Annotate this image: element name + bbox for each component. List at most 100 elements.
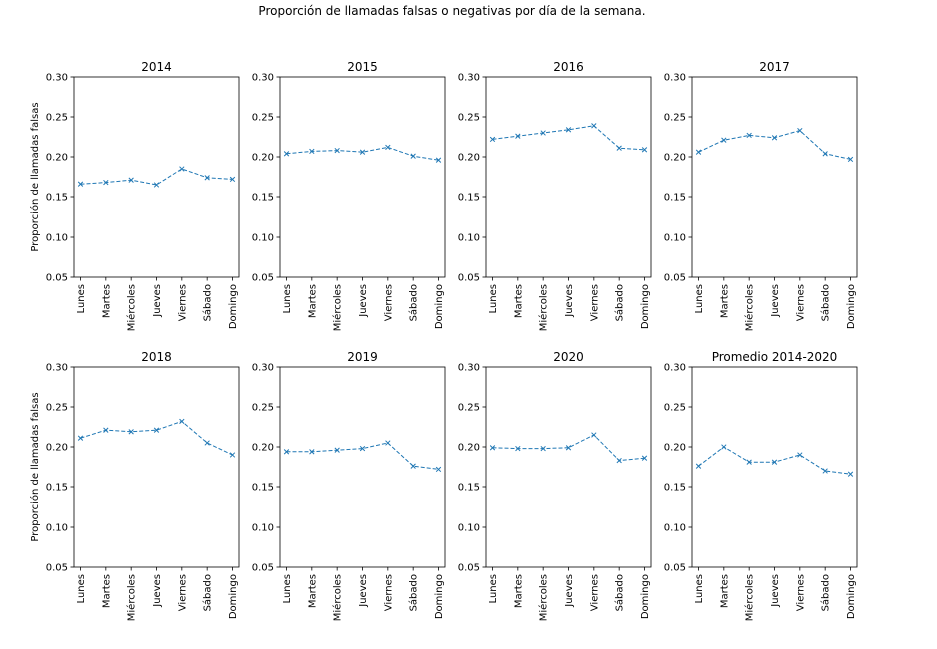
subplot-title: 2020	[553, 350, 584, 364]
x-tick-label: Miércoles	[538, 574, 550, 621]
y-axis-label: Proporción de llamadas falsas	[29, 392, 41, 541]
y-tick-label: 0.25	[458, 113, 480, 124]
data-point-marker	[128, 429, 134, 435]
data-point-marker	[721, 444, 727, 450]
data-point-marker	[435, 157, 442, 163]
y-tick-label: 0.20	[458, 443, 480, 454]
x-tick-label: Jueves	[152, 574, 163, 608]
x-tick-label: Sábado	[820, 284, 832, 321]
plot-frame	[279, 366, 446, 568]
data-point-marker	[77, 181, 84, 187]
x-tick-label: Sábado	[202, 574, 214, 611]
y-tick-label: 0.20	[664, 443, 686, 454]
y-tick-label: 0.20	[46, 443, 68, 454]
data-point-marker	[695, 149, 702, 155]
data-point-marker	[410, 153, 416, 159]
data-point-marker	[359, 445, 366, 452]
subplot-title: 2015	[347, 60, 378, 74]
y-tick-label: 0.30	[46, 73, 68, 84]
y-tick-label: 0.15	[46, 193, 68, 204]
x-tick-label: Lunes	[282, 574, 293, 603]
data-point-marker	[153, 427, 160, 433]
x-tick-label: Jueves	[358, 284, 369, 318]
data-point-marker	[847, 156, 854, 163]
data-point-marker	[309, 449, 315, 455]
data-point-marker	[616, 457, 622, 464]
series-line	[286, 442, 439, 470]
x-tick-label: Sábado	[408, 574, 420, 611]
y-tick-label: 0.05	[458, 563, 480, 574]
data-point-marker	[591, 432, 597, 438]
y-tick-label: 0.10	[252, 523, 274, 534]
y-tick-label: 0.10	[252, 233, 274, 244]
data-point-marker	[515, 133, 521, 139]
y-tick-label: 0.15	[458, 483, 480, 494]
data-point-marker	[204, 440, 210, 446]
x-tick-label: Viernes	[589, 574, 600, 611]
y-tick-label: 0.05	[252, 273, 274, 284]
y-tick-label: 0.10	[664, 523, 686, 534]
data-point-marker	[128, 177, 134, 183]
y-tick-label: 0.30	[664, 73, 686, 84]
y-tick-label: 0.05	[458, 273, 480, 284]
figure-title: Proporción de llamadas falsas o negativa…	[258, 4, 645, 18]
data-point-marker	[153, 182, 160, 188]
data-point-marker	[103, 427, 109, 433]
y-tick-label: 0.10	[458, 523, 480, 534]
x-tick-label: Viernes	[795, 574, 806, 611]
y-tick-label: 0.05	[252, 563, 274, 574]
x-tick-label: Domingo	[846, 574, 857, 619]
data-point-marker	[385, 144, 391, 151]
data-point-marker	[309, 148, 315, 155]
x-tick-label: Jueves	[152, 284, 163, 318]
x-tick-label: Martes	[719, 574, 730, 608]
y-tick-label: 0.25	[458, 403, 480, 414]
x-tick-label: Lunes	[694, 284, 705, 313]
y-tick-label: 0.30	[252, 363, 274, 374]
y-tick-label: 0.20	[664, 153, 686, 164]
x-tick-label: Miércoles	[538, 284, 550, 331]
x-tick-label: Jueves	[564, 284, 575, 318]
x-tick-label: Domingo	[228, 284, 239, 329]
x-tick-label: Domingo	[434, 574, 445, 619]
subplot-3: 2016 0.05 0.10 0.15 0.20 0.25 0.30 Lunes Martes M…	[458, 60, 652, 331]
y-tick-label: 0.05	[46, 563, 68, 574]
x-tick-label: Sábado	[614, 284, 626, 321]
y-tick-label: 0.25	[46, 113, 68, 124]
data-point-marker	[771, 135, 778, 141]
y-tick-label: 0.30	[458, 73, 480, 84]
x-tick-label: Miércoles	[126, 284, 138, 331]
data-point-marker	[771, 459, 778, 465]
subplot-grid: 2014 0.05 0.10 0.15 0.20 0.25 0.30 Lunes Martes M…	[29, 60, 858, 621]
x-tick-label: Viernes	[795, 284, 806, 321]
data-point-marker	[591, 123, 597, 129]
x-tick-label: Sábado	[202, 284, 214, 321]
data-point-marker	[283, 449, 290, 455]
x-tick-label: Lunes	[76, 284, 87, 313]
subplot-2: 2015 0.05 0.10 0.15 0.20 0.25 0.30 Lunes Martes M…	[252, 60, 446, 331]
x-tick-label: Jueves	[358, 574, 369, 608]
y-tick-label: 0.20	[458, 153, 480, 164]
y-tick-label: 0.20	[252, 443, 274, 454]
data-point-marker	[721, 137, 727, 143]
x-tick-label: Viernes	[177, 574, 188, 611]
x-tick-label: Sábado	[408, 284, 420, 321]
y-tick-label: 0.10	[46, 233, 68, 244]
y-tick-label: 0.20	[46, 153, 68, 164]
x-tick-label: Martes	[307, 284, 318, 318]
data-point-marker	[283, 151, 290, 157]
x-tick-label: Lunes	[76, 574, 87, 603]
data-point-marker	[797, 452, 803, 458]
subplot-title: 2019	[347, 350, 378, 364]
y-tick-label: 0.05	[664, 563, 686, 574]
x-tick-label: Martes	[719, 284, 730, 318]
y-tick-label: 0.05	[664, 273, 686, 284]
x-tick-label: Martes	[307, 574, 318, 608]
data-point-marker	[179, 418, 185, 425]
plot-frame	[279, 76, 446, 278]
data-point-marker	[847, 471, 854, 477]
plot-frame	[485, 76, 652, 278]
data-point-marker	[540, 130, 546, 136]
x-tick-label: Viernes	[177, 284, 188, 321]
